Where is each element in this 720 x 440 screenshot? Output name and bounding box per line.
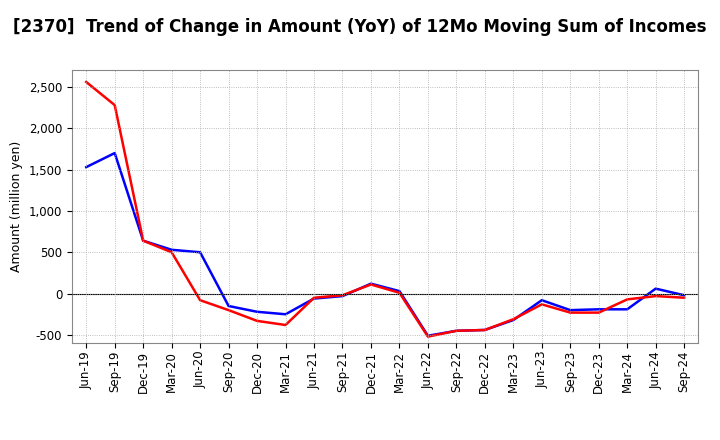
- Text: [2370]  Trend of Change in Amount (YoY) of 12Mo Moving Sum of Incomes: [2370] Trend of Change in Amount (YoY) o…: [13, 18, 707, 36]
- Line: Ordinary Income: Ordinary Income: [86, 153, 684, 336]
- Net Income: [253, 318, 261, 323]
- Line: Net Income: Net Income: [86, 82, 684, 337]
- Net Income: [110, 103, 119, 108]
- Ordinary Income: [110, 150, 119, 156]
- Net Income: [225, 308, 233, 313]
- Ordinary Income: [595, 307, 603, 312]
- Net Income: [167, 249, 176, 255]
- Ordinary Income: [282, 312, 290, 317]
- Net Income: [338, 293, 347, 298]
- Ordinary Income: [167, 247, 176, 253]
- Ordinary Income: [423, 333, 432, 338]
- Net Income: [139, 238, 148, 243]
- Ordinary Income: [225, 303, 233, 308]
- Net Income: [680, 295, 688, 301]
- Ordinary Income: [680, 293, 688, 298]
- Net Income: [423, 334, 432, 339]
- Net Income: [366, 282, 375, 287]
- Net Income: [595, 310, 603, 315]
- Ordinary Income: [537, 297, 546, 303]
- Ordinary Income: [366, 281, 375, 286]
- Net Income: [480, 327, 489, 333]
- Net Income: [537, 302, 546, 307]
- Net Income: [196, 297, 204, 303]
- Y-axis label: Amount (million yen): Amount (million yen): [10, 141, 23, 272]
- Ordinary Income: [566, 308, 575, 313]
- Net Income: [282, 323, 290, 328]
- Ordinary Income: [395, 289, 404, 294]
- Ordinary Income: [338, 293, 347, 299]
- Ordinary Income: [480, 327, 489, 333]
- Net Income: [310, 295, 318, 301]
- Net Income: [395, 290, 404, 295]
- Net Income: [623, 297, 631, 302]
- Ordinary Income: [196, 249, 204, 255]
- Ordinary Income: [310, 296, 318, 301]
- Net Income: [452, 328, 461, 334]
- Ordinary Income: [253, 309, 261, 315]
- Ordinary Income: [623, 307, 631, 312]
- Net Income: [82, 79, 91, 84]
- Net Income: [566, 310, 575, 315]
- Net Income: [652, 293, 660, 299]
- Ordinary Income: [652, 286, 660, 291]
- Net Income: [509, 317, 518, 322]
- Ordinary Income: [452, 328, 461, 334]
- Ordinary Income: [509, 317, 518, 323]
- Ordinary Income: [139, 238, 148, 243]
- Ordinary Income: [82, 165, 91, 170]
